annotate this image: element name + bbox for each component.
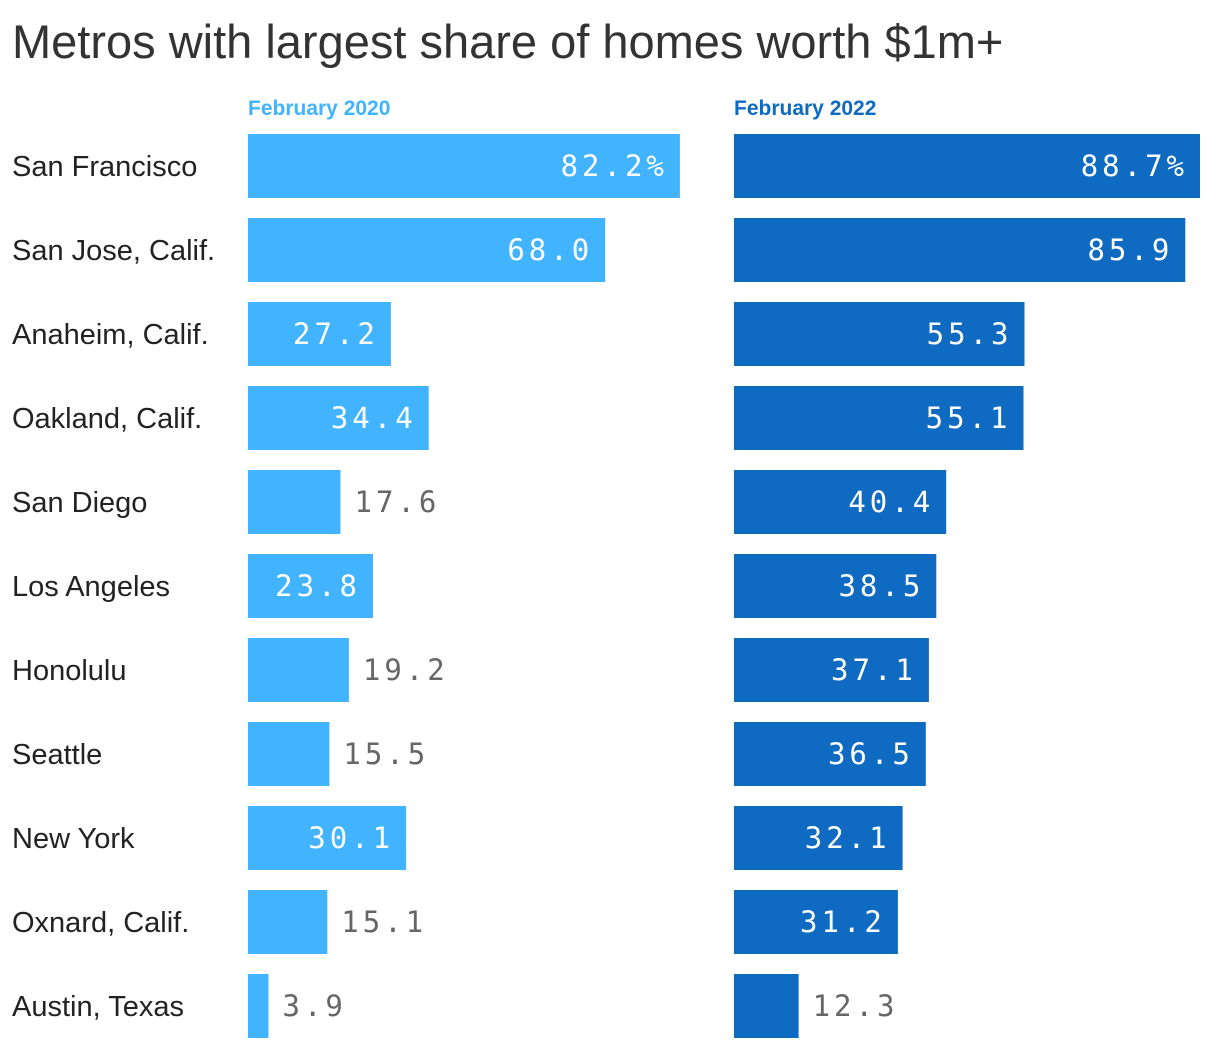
value-label: 40.4 bbox=[848, 485, 934, 519]
panel-header-2020: February 2020 bbox=[248, 97, 391, 120]
category-label: San Jose, Calif. bbox=[12, 235, 215, 267]
category-label: Oxnard, Calif. bbox=[12, 907, 189, 939]
bar bbox=[734, 134, 1200, 198]
value-label: 23.8 bbox=[275, 569, 361, 603]
bar bbox=[248, 470, 341, 534]
value-label: 30.1 bbox=[308, 821, 394, 855]
value-label: 12.3 bbox=[813, 989, 899, 1023]
value-label: 15.5 bbox=[343, 737, 429, 771]
category-label: Seattle bbox=[12, 739, 102, 771]
category-label: Oakland, Calif. bbox=[12, 403, 202, 435]
bar bbox=[248, 974, 269, 1038]
bar bbox=[248, 218, 606, 282]
bar bbox=[734, 722, 926, 786]
value-label: 17.6 bbox=[355, 485, 441, 519]
value-label: 19.2 bbox=[363, 653, 449, 687]
bar bbox=[734, 638, 929, 702]
value-label: 15.1 bbox=[341, 905, 427, 939]
bar bbox=[734, 302, 1025, 366]
bar bbox=[734, 386, 1024, 450]
value-label: 36.5 bbox=[828, 737, 914, 771]
category-label: Austin, Texas bbox=[12, 991, 184, 1023]
bar bbox=[248, 806, 407, 870]
value-label: 38.5 bbox=[838, 569, 924, 603]
category-label: San Francisco bbox=[12, 151, 197, 183]
category-label: Los Angeles bbox=[12, 571, 170, 603]
chart-title: Metros with largest share of homes worth… bbox=[12, 15, 1004, 68]
category-label: New York bbox=[12, 823, 135, 855]
category-label: San Diego bbox=[12, 487, 147, 519]
bar bbox=[734, 890, 898, 954]
bar bbox=[248, 722, 330, 786]
bar bbox=[248, 302, 391, 366]
value-label: 88.7% bbox=[1081, 149, 1188, 183]
bar bbox=[734, 470, 947, 534]
value-label: 82.2% bbox=[561, 149, 668, 183]
value-label: 32.1 bbox=[805, 821, 891, 855]
bar bbox=[734, 974, 799, 1038]
bar bbox=[734, 218, 1186, 282]
value-label: 55.1 bbox=[926, 401, 1012, 435]
bar bbox=[734, 554, 937, 618]
bar bbox=[248, 638, 349, 702]
value-label: 3.9 bbox=[283, 989, 347, 1023]
category-label: Anaheim, Calif. bbox=[12, 319, 209, 351]
bar bbox=[734, 806, 903, 870]
bar bbox=[248, 890, 328, 954]
bar bbox=[248, 554, 373, 618]
value-label: 68.0 bbox=[507, 233, 593, 267]
panel-header-2022: February 2022 bbox=[734, 97, 877, 120]
bar bbox=[248, 386, 429, 450]
value-label: 37.1 bbox=[831, 653, 917, 687]
value-label: 34.4 bbox=[331, 401, 417, 435]
value-label: 55.3 bbox=[927, 317, 1013, 351]
bar bbox=[248, 134, 680, 198]
value-label: 85.9 bbox=[1087, 233, 1173, 267]
value-label: 27.2 bbox=[293, 317, 379, 351]
category-label: Honolulu bbox=[12, 655, 126, 687]
value-label: 31.2 bbox=[800, 905, 886, 939]
